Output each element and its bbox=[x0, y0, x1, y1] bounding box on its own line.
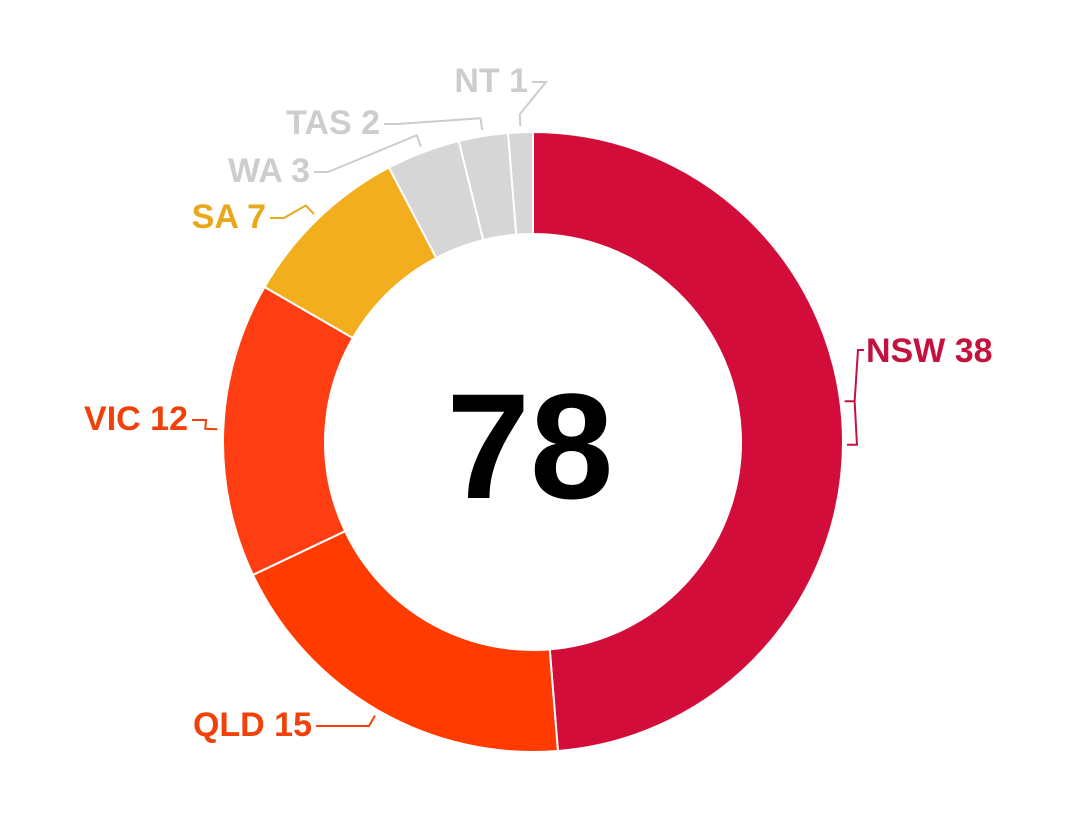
leader-line-tas bbox=[384, 117, 484, 131]
labels-group: NSW 38 QLD 15 VIC 12 SA 7 WA 3 TAS 2 NT 1 bbox=[84, 62, 993, 744]
slice-label-qld: QLD 15 bbox=[193, 706, 312, 744]
slice-label-sa: SA 7 bbox=[192, 198, 266, 236]
slice-label-nt: NT 1 bbox=[454, 62, 528, 100]
leader-line-nsw bbox=[844, 349, 864, 446]
leader-line-wa bbox=[314, 133, 422, 173]
slice-vic bbox=[222, 285, 355, 577]
leader-line-qld bbox=[316, 715, 376, 728]
slices-group bbox=[222, 130, 844, 753]
slice-label-wa: WA 3 bbox=[228, 152, 310, 190]
slice-qld bbox=[251, 529, 560, 753]
leader-line-nt bbox=[518, 81, 549, 127]
leader-lines-group bbox=[192, 81, 864, 728]
slice-nsw bbox=[532, 130, 844, 753]
slice-nt bbox=[506, 130, 534, 236]
slice-label-vic: VIC 12 bbox=[84, 400, 188, 438]
leader-line-vic bbox=[192, 419, 218, 431]
slice-label-nsw: NSW 38 bbox=[866, 332, 993, 370]
center-total: 78 bbox=[447, 362, 614, 530]
leader-line-sa bbox=[270, 204, 315, 219]
slice-label-tas: TAS 2 bbox=[286, 104, 380, 142]
